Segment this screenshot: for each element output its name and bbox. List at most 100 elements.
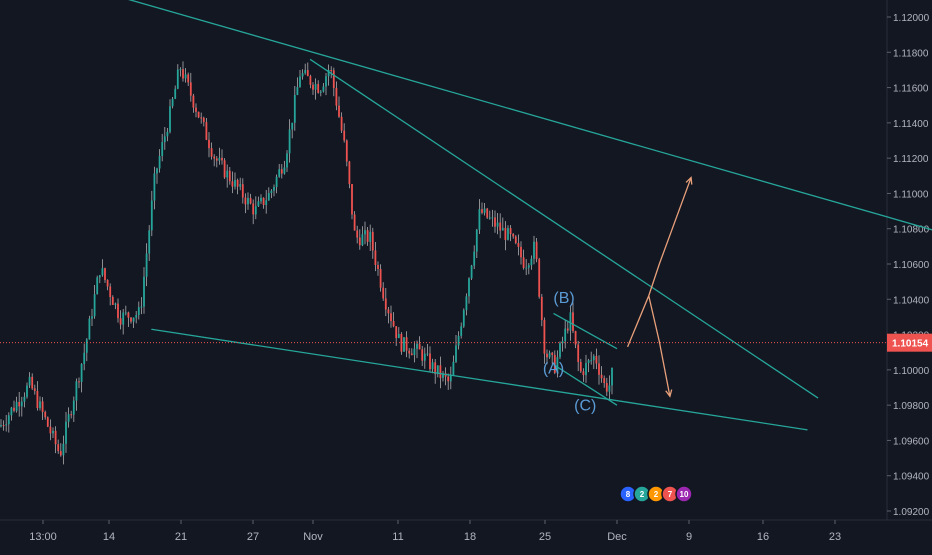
trendline-steep-resistance[interactable] [309,58,819,399]
candle-body [468,278,470,297]
wave-label: (B) [553,290,574,307]
candle-body [171,98,174,107]
candle-body [504,227,507,240]
candle-body [598,363,600,375]
candle-body [369,231,372,242]
candle-body [226,170,229,178]
candle-body [384,298,387,310]
candle-body [192,95,195,108]
projection-bullish-path[interactable] [626,177,692,348]
candle-body [460,326,463,336]
candle-body [322,86,325,92]
candle-body [0,425,2,427]
y-tick-label: 1.12000 [893,13,930,24]
y-tick-label: 1.10800 [893,225,930,236]
candle-body [2,425,5,427]
candle-body [387,309,390,314]
y-tick-label: 1.11400 [893,119,929,130]
candle-body [202,117,205,123]
candle-body [85,339,88,353]
candle-body [530,258,533,266]
candle-body [496,222,499,227]
trendline-lower-support[interactable] [151,328,808,431]
candle-body [600,374,603,379]
candle-body [553,354,556,373]
event-badge-count: 7 [668,490,673,499]
candle-body [106,279,109,287]
candle-body [231,181,234,187]
candle-body [353,214,356,231]
candle-body [78,381,80,383]
candle-body [267,193,270,201]
candle-body [218,157,221,161]
candle-body [59,451,62,456]
candle-body [288,129,291,154]
candle-body [546,353,548,358]
candle-body [41,401,44,412]
x-tick-label: Dec [607,531,627,543]
candle-body [556,357,559,373]
candle-body [72,400,75,415]
candle-body [512,234,515,237]
trendline-upper-channel[interactable] [67,0,932,231]
candle-body [132,317,135,322]
candle-body [117,303,119,319]
candle-body [434,362,437,375]
candle-body [215,158,218,161]
y-tick-label: 1.10000 [893,366,930,377]
candle-body [395,326,398,339]
candle-body [377,265,379,270]
y-tick-label: 1.11800 [893,48,929,59]
arrowhead-icon [665,389,673,398]
candle-body [540,296,543,320]
candle-body [483,208,486,213]
candle-body [176,69,179,89]
candle-body [379,269,382,288]
candle-body [364,230,366,235]
candle-body [312,84,314,90]
candle-body [143,276,145,307]
trendline-wedge-lower[interactable] [553,364,618,406]
candle-body [5,424,8,426]
x-tick-label: 21 [175,531,187,543]
event-badge-count: 8 [626,490,631,499]
projection-bearish-path[interactable] [648,295,671,397]
candle-body [561,341,564,344]
x-tick-label: 16 [757,531,769,543]
candle-body [169,106,171,132]
candle-body [499,222,502,231]
candle-body [416,343,418,349]
candle-body [405,337,408,351]
candle-body [213,156,216,159]
candle-body [517,243,520,247]
candle-body [257,201,260,207]
candle-body [488,217,491,219]
candle-body [57,444,60,452]
candle-body [551,352,554,355]
candle-body [535,241,538,260]
candle-body [486,208,489,218]
candle-body [244,197,247,205]
candle-body [163,136,166,143]
candle-body [174,88,177,99]
candle-body [223,160,226,178]
event-badge-icon[interactable] [675,485,693,503]
candle-body [465,296,468,311]
candle-body [221,157,223,161]
y-tick-label: 1.11000 [893,189,929,200]
candle-body [91,316,93,319]
candle-body [130,317,132,322]
candle-body [140,306,143,308]
candle-body [10,407,13,416]
x-tick-label: 23 [829,531,841,543]
y-tick-label: 1.09800 [893,401,930,412]
x-tick-label: 27 [247,531,259,543]
candle-body [98,275,101,278]
candle-body [447,376,450,382]
candle-body [319,91,322,93]
candle-body [182,69,184,79]
x-tick-label: 13:00 [29,531,57,543]
